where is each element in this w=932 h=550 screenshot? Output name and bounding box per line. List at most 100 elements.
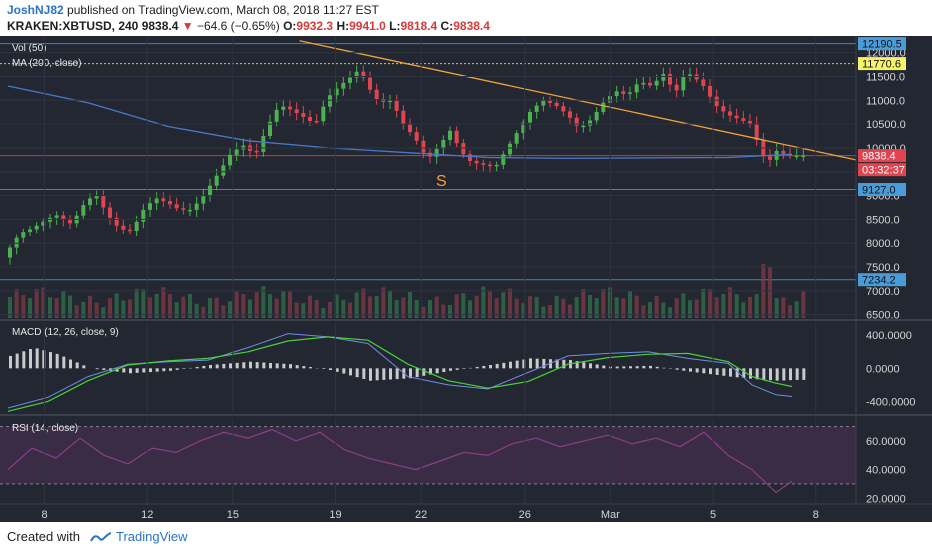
candle-body[interactable] [454, 130, 459, 144]
candle-body[interactable] [534, 105, 539, 112]
candle-body[interactable] [374, 89, 379, 99]
candle-body[interactable] [588, 120, 592, 126]
candle-body[interactable] [314, 120, 319, 123]
candle-body[interactable] [141, 209, 146, 222]
candle-body[interactable] [361, 71, 366, 78]
candle-body[interactable] [274, 109, 279, 122]
candle-body[interactable] [468, 154, 472, 161]
candle-body[interactable] [654, 80, 659, 86]
candle-body[interactable] [194, 203, 199, 210]
candle-body[interactable] [28, 229, 32, 233]
candle-body[interactable] [521, 122, 526, 134]
rsi-pane[interactable]: RSI (14, close) [0, 423, 856, 494]
candle-body[interactable] [221, 165, 226, 176]
candle-body[interactable] [234, 149, 239, 155]
candle-body[interactable] [488, 164, 492, 167]
candle-body[interactable] [128, 229, 132, 232]
candle-body[interactable] [668, 74, 672, 85]
candle-body[interactable] [568, 111, 572, 118]
candle-body[interactable] [348, 77, 352, 83]
candle-body[interactable] [161, 198, 166, 202]
candle-body[interactable] [61, 215, 66, 220]
candle-body[interactable] [81, 205, 86, 216]
candle-body[interactable] [328, 95, 332, 107]
candle-body[interactable] [434, 148, 439, 157]
rsi-indicator-label[interactable]: RSI (14, close) [12, 423, 78, 434]
candle-body[interactable] [108, 207, 112, 218]
candle-body[interactable] [14, 237, 19, 248]
candle-body[interactable] [294, 109, 299, 114]
candle-body[interactable] [168, 201, 172, 205]
candle-body[interactable] [174, 204, 179, 209]
candle-body[interactable] [41, 221, 46, 226]
candle-body[interactable] [701, 79, 706, 87]
candle-body[interactable] [268, 121, 272, 137]
ma-indicator-label[interactable]: MA (200, close) [12, 58, 81, 69]
candle-body[interactable] [394, 100, 399, 111]
candle-body[interactable] [441, 140, 446, 149]
candle-body[interactable] [581, 125, 586, 128]
candle-body[interactable] [321, 106, 326, 122]
candle-body[interactable] [754, 123, 759, 141]
symbol-label[interactable]: KRAKEN:XBTUSD, 240 [7, 19, 139, 33]
candle-body[interactable] [421, 140, 426, 153]
macd-indicator-label[interactable]: MACD (12, 26, close, 9) [12, 327, 119, 338]
candle-body[interactable] [388, 100, 392, 103]
candle-body[interactable] [528, 111, 532, 123]
candle-body[interactable] [301, 113, 306, 117]
candle-body[interactable] [228, 154, 232, 166]
candle-body[interactable] [148, 203, 152, 210]
candle-body[interactable] [681, 76, 686, 91]
candle-body[interactable] [308, 116, 312, 121]
macd-pane[interactable]: MACD (12, 26, close, 9) [7, 327, 806, 412]
candle-body[interactable] [481, 163, 486, 165]
candle-body[interactable] [414, 132, 419, 141]
level-badge[interactable] [858, 273, 906, 287]
candle-body[interactable] [428, 152, 432, 157]
candle-body[interactable] [674, 84, 679, 91]
candle-body[interactable] [781, 150, 786, 154]
candle-body[interactable] [734, 115, 739, 119]
candle-body[interactable] [54, 215, 59, 218]
candle-body[interactable] [254, 150, 259, 153]
candle-body[interactable] [288, 106, 292, 110]
candle-body[interactable] [114, 217, 119, 226]
candle-body[interactable] [641, 82, 646, 85]
candle-body[interactable] [494, 164, 499, 167]
level-badge[interactable] [858, 183, 906, 197]
candle-body[interactable] [401, 110, 406, 125]
candle-body[interactable] [34, 225, 39, 230]
candle-body[interactable] [621, 91, 626, 94]
tradingview-brand-link[interactable]: TradingView [116, 529, 188, 544]
candle-body[interactable] [628, 92, 632, 94]
candle-body[interactable] [501, 154, 506, 165]
candle-body[interactable] [594, 111, 599, 121]
candle-body[interactable] [214, 175, 219, 186]
candle-body[interactable] [614, 91, 619, 97]
candle-body[interactable] [8, 247, 12, 258]
candle-body[interactable] [94, 195, 99, 199]
level-badge[interactable] [858, 57, 906, 71]
candle-body[interactable] [548, 100, 552, 103]
candle-body[interactable] [208, 185, 212, 196]
candle-body[interactable] [134, 221, 139, 232]
candle-body[interactable] [341, 82, 346, 89]
candle-body[interactable] [794, 155, 799, 158]
candle-body[interactable] [688, 74, 692, 77]
volume-indicator-label[interactable]: Vol (50) [12, 43, 46, 54]
candle-body[interactable] [714, 96, 719, 107]
candle-body[interactable] [474, 160, 479, 164]
candle-body[interactable] [461, 143, 466, 155]
candle-body[interactable] [68, 219, 72, 224]
candle-body[interactable] [648, 82, 652, 86]
candle-body[interactable] [368, 77, 372, 90]
candle-body[interactable] [554, 102, 559, 107]
candle-body[interactable] [741, 118, 746, 121]
candle-body[interactable] [448, 130, 452, 141]
candle-body[interactable] [514, 133, 519, 144]
candle-body[interactable] [561, 106, 566, 112]
candle-body[interactable] [261, 136, 266, 152]
candle-body[interactable] [121, 225, 126, 230]
candle-body[interactable] [801, 155, 806, 158]
candle-body[interactable] [201, 195, 206, 204]
